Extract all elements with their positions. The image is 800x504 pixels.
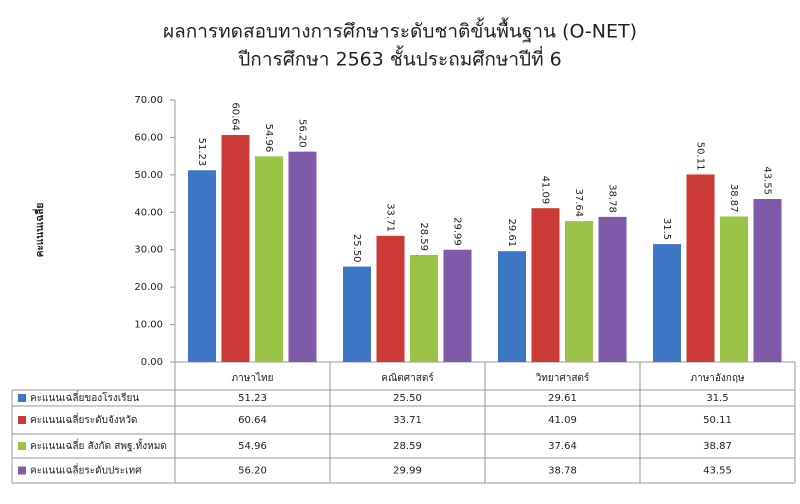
- value-label: 33.71: [385, 203, 396, 232]
- bar: [753, 198, 782, 362]
- bar: [720, 216, 748, 362]
- value-label: 29.99: [452, 217, 463, 246]
- legend-label: คะแนนเฉลี่ยระดับจังหวัด: [30, 412, 137, 426]
- y-tick-label: 40.00: [134, 207, 163, 218]
- chart-title: ผลการทดสอบทางการศึกษาระดับชาติขั้นพื้นฐา…: [163, 18, 637, 43]
- legend-swatch: [18, 466, 26, 475]
- bar: [288, 151, 317, 362]
- legend-label: คะแนนเฉลี่ยระดับประเทศ: [30, 463, 142, 477]
- y-axis-label: คะแนนเฉลี่ย: [32, 203, 46, 258]
- value-label: 29.61: [506, 219, 517, 248]
- value-label: 56.20: [297, 119, 308, 148]
- table-cell: 29.61: [548, 393, 577, 404]
- table-cell: 28.59: [393, 441, 422, 452]
- bar: [221, 135, 250, 362]
- bar: [410, 254, 438, 362]
- table-cell: 41.09: [548, 415, 577, 426]
- value-label: 41.09: [540, 176, 551, 205]
- x-tick-label: คณิตศาสตร์: [381, 372, 434, 384]
- table-cell: 37.64: [548, 441, 577, 452]
- bar: [376, 235, 405, 362]
- table-cell: 50.11: [703, 415, 732, 426]
- y-tick-label: 70.00: [134, 95, 163, 106]
- bar: [188, 170, 216, 362]
- x-tick-label: ภาษาไทย: [232, 372, 274, 384]
- value-label: 60.64: [230, 102, 241, 131]
- table-cell: 60.64: [238, 415, 267, 426]
- value-label: 51.23: [196, 138, 207, 167]
- legend-swatch: [18, 416, 26, 424]
- y-tick-label: 10.00: [134, 320, 163, 331]
- x-tick-label: ภาษาอังกฤษ: [690, 373, 744, 384]
- table-cell: 29.99: [393, 466, 422, 477]
- value-label: 31.5: [661, 218, 672, 240]
- bar: [531, 208, 560, 362]
- legend-label: คะแนนเฉลี่ยของโรงเรียน: [30, 390, 139, 404]
- legend-swatch: [18, 394, 26, 402]
- table-cell: 25.50: [393, 393, 422, 404]
- legend-swatch: [18, 442, 26, 450]
- bar: [686, 174, 715, 362]
- chart-subtitle: ปีการศึกษา 2563 ชั้นประถมศึกษาปีที่ 6: [237, 46, 561, 71]
- y-tick-label: 30.00: [134, 245, 163, 256]
- bar: [498, 251, 526, 362]
- bar: [653, 244, 681, 362]
- table-cell: 43.55: [703, 466, 732, 477]
- legend-label: คะแนนเฉลี่ย สังกัด สพฐ.ทั้งหมด: [30, 438, 167, 452]
- value-label: 38.78: [607, 184, 618, 213]
- table-cell: 33.71: [393, 415, 422, 426]
- bar: [443, 249, 472, 362]
- bar: [565, 221, 593, 362]
- value-label: 50.11: [695, 142, 706, 171]
- table-cell: 31.5: [706, 393, 728, 404]
- bar: [598, 216, 627, 362]
- table-cell: 54.96: [238, 441, 267, 452]
- y-tick-label: 60.00: [134, 132, 163, 143]
- y-tick-label: 20.00: [134, 282, 163, 293]
- y-tick-label: 50.00: [134, 170, 163, 181]
- value-label: 54.96: [263, 124, 274, 153]
- y-tick-label: 0.00: [141, 357, 163, 368]
- value-label: 25.50: [351, 234, 362, 263]
- table-cell: 38.78: [548, 466, 577, 477]
- table-cell: 38.87: [703, 441, 732, 452]
- table-cell: 51.23: [238, 393, 267, 404]
- value-label: 37.64: [573, 188, 584, 217]
- x-tick-label: วิทยาศาสตร์: [535, 372, 590, 384]
- value-label: 38.87: [728, 184, 739, 213]
- bar: [343, 266, 371, 362]
- bar: [255, 156, 283, 362]
- table-cell: 56.20: [238, 466, 267, 477]
- value-label: 28.59: [418, 222, 429, 251]
- value-label: 43.55: [762, 166, 773, 195]
